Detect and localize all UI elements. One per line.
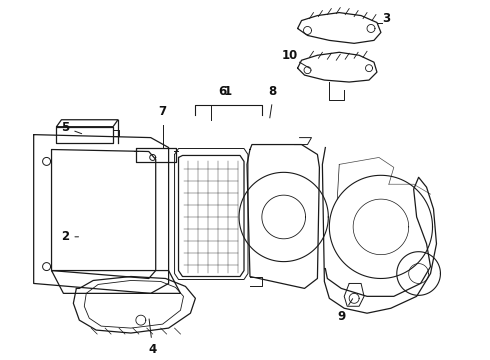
Text: 9: 9 (337, 299, 353, 323)
Text: 7: 7 (159, 105, 167, 118)
Text: 2: 2 (61, 230, 78, 243)
Text: 4: 4 (148, 319, 157, 356)
Text: 8: 8 (268, 85, 276, 98)
Text: 6: 6 (218, 85, 226, 98)
Text: 1: 1 (224, 85, 232, 98)
Text: 3: 3 (382, 12, 390, 25)
Text: 5: 5 (61, 121, 82, 134)
Text: 10: 10 (281, 49, 297, 62)
